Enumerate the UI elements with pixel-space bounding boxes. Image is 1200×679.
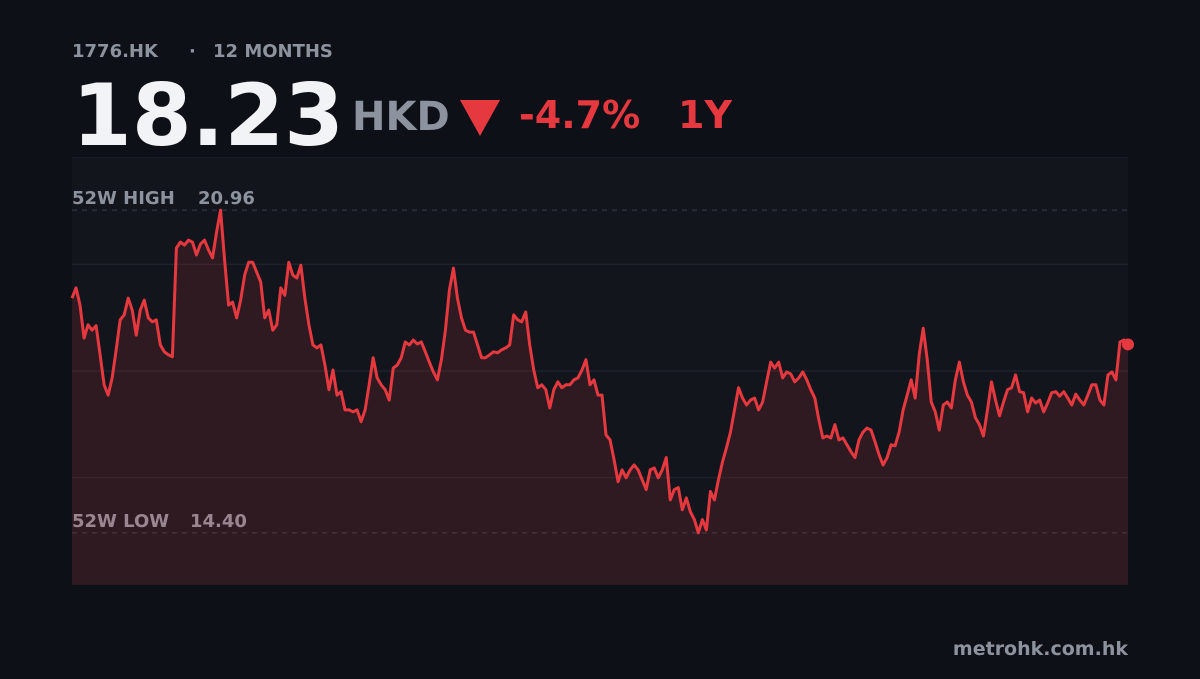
area: [72, 210, 1128, 585]
last-point: [1122, 338, 1134, 351]
ticker: 1776.HK: [72, 41, 159, 62]
currency: HKD: [352, 94, 450, 140]
high-label: 52W HIGH: [72, 188, 175, 209]
high-value: 20.96: [198, 188, 255, 209]
down-arrow: [460, 100, 500, 136]
low-label: 52W LOW: [72, 511, 169, 532]
price-line: [70, 208, 1130, 535]
range: 1Y: [678, 93, 732, 137]
plot: 52W HIGH 20.96 52W LOW 14.40: [70, 158, 1134, 585]
price: 18.23: [72, 66, 344, 166]
low-value: 14.40: [190, 511, 247, 532]
source: metrohk.com.hk: [953, 638, 1128, 660]
change: -4.7%: [519, 93, 640, 137]
period: 12 MONTHS: [213, 41, 333, 62]
separator: ·: [189, 41, 196, 62]
